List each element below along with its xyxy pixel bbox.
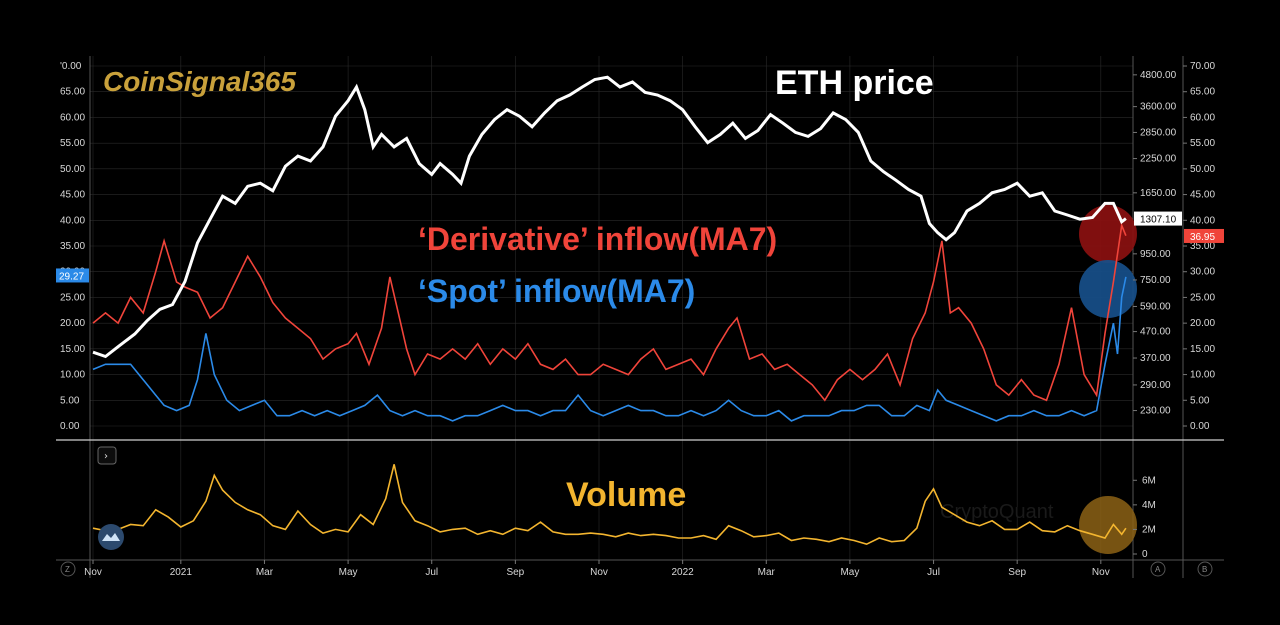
left-tick-label: 0.00 <box>60 421 80 432</box>
price-tick-label: 230.00 <box>1140 406 1171 417</box>
right-tick-label: 55.00 <box>1190 138 1215 149</box>
right-tick-label: 10.00 <box>1190 370 1215 381</box>
svg-text:B: B <box>1202 565 1207 574</box>
left-tick-label: 45.00 <box>60 190 85 201</box>
right-tick-label: 0.00 <box>1190 421 1210 432</box>
right-tick-label: 20.00 <box>1190 318 1215 329</box>
volume-line <box>92 464 1127 546</box>
right-tick-label: 40.00 <box>1190 215 1215 226</box>
price-tick-label: 2250.00 <box>1140 154 1177 165</box>
right-tick-label: 5.00 <box>1190 395 1210 406</box>
price-tick-label: 470.00 <box>1140 327 1171 338</box>
price-tick-label: 3600.00 <box>1140 102 1177 113</box>
time-tick-label: Nov <box>1092 567 1110 578</box>
right-tick-label: 30.00 <box>1190 267 1215 278</box>
svg-text:29.27: 29.27 <box>59 271 84 282</box>
left-tick-label: 10.00 <box>60 370 85 381</box>
derivative-highlight-circle <box>1079 205 1137 263</box>
right-tick-label: 25.00 <box>1190 292 1215 303</box>
volume-axis-ticks: 0 2M 4M 6M <box>1133 475 1156 560</box>
time-tick-label: 2021 <box>170 567 193 578</box>
right-tick-label: 65.00 <box>1190 87 1215 98</box>
auto-scale-button[interactable]: A <box>1150 561 1166 577</box>
volume-tick-label: 0 <box>1142 549 1148 560</box>
time-tick-label: May <box>339 567 358 578</box>
svg-text:Z: Z <box>65 565 70 574</box>
right-tick-label: 35.00 <box>1190 241 1215 252</box>
eth-price-annotation: ETH price <box>775 64 934 102</box>
time-tick-label: Jul <box>425 567 438 578</box>
price-tick-label: 590.00 <box>1140 301 1171 312</box>
time-tick-label: Jul <box>927 567 940 578</box>
time-tick-label: 2022 <box>672 567 695 578</box>
spot-inflow-line <box>92 276 1127 422</box>
price-badges: 1307.10 36.95 29.27 <box>56 211 1224 283</box>
derivative-last: 36.95 <box>1184 228 1224 243</box>
left-tick-label: 50.00 <box>60 164 85 175</box>
eth-price-line <box>92 75 1127 359</box>
log-scale-button[interactable]: B <box>1197 561 1213 577</box>
left-tick-label: 60.00 <box>60 112 85 123</box>
left-tick-label: 35.00 <box>60 241 85 252</box>
left-tick-label: 65.00 <box>60 87 85 98</box>
svg-text:36.95: 36.95 <box>1190 232 1215 243</box>
brand-logo-text: CoinSignal365 <box>103 66 296 97</box>
right-tick-label: 70.00 <box>1190 61 1215 72</box>
left-tick-label: 55.00 <box>60 138 85 149</box>
eth-last-price: 1307.10 <box>1134 211 1182 226</box>
scale-button-left[interactable]: Z <box>60 561 76 577</box>
price-tick-label: 2850.00 <box>1140 127 1177 138</box>
left-tick-label: 15.00 <box>60 344 85 355</box>
time-tick-label: Mar <box>256 567 274 578</box>
derivative-annotation: ‘Derivative’ inflow(MA7) <box>418 221 777 257</box>
time-tick-label: Nov <box>84 567 102 578</box>
spot-last: 29.27 <box>56 268 89 283</box>
spot-annotation: ‘Spot’ inflow(MA7) <box>418 273 695 309</box>
time-tick-label: Mar <box>758 567 776 578</box>
volume-annotation: Volume <box>566 476 686 514</box>
expand-pane-button[interactable]: › <box>97 446 117 465</box>
left-tick-label: 5.00 <box>60 395 80 406</box>
price-tick-label: 1650.00 <box>1140 188 1177 199</box>
time-tick-label: Sep <box>1008 567 1026 578</box>
volume-tick-label: 4M <box>1142 500 1156 511</box>
volume-highlight-circle <box>1079 496 1137 554</box>
time-tick-label: Nov <box>590 567 608 578</box>
watermark-text: CryptoQuant <box>940 501 1054 523</box>
price-tick-label: 370.00 <box>1140 353 1171 364</box>
time-axis-ticks: Nov 2021 Mar May Jul Sep Nov 2022 Mar May Jul Sep No… <box>84 560 1110 578</box>
price-tick-label: 4800.00 <box>1140 70 1177 81</box>
volume-tick-label: 6M <box>1142 475 1156 486</box>
left-tick-label: 20.00 <box>60 318 85 329</box>
right-tick-label: 60.00 <box>1190 112 1215 123</box>
right-tick-label: 45.00 <box>1190 190 1215 201</box>
time-tick-label: May <box>840 567 859 578</box>
right-axis-ticks: 0.00 5.00 10.00 15.00 20.00 25.00 30.00 35.00 40… <box>1183 61 1215 432</box>
left-tick-label: 25.00 <box>60 292 85 303</box>
chevron-right-icon: › <box>104 451 108 462</box>
price-tick-label: 750.00 <box>1140 275 1171 286</box>
derivative-inflow-line <box>92 222 1127 402</box>
right-tick-label: 50.00 <box>1190 164 1215 175</box>
gridlines <box>90 56 1133 560</box>
left-tick-label: '0.00 <box>60 61 82 72</box>
tradingview-logo-button[interactable] <box>98 524 124 550</box>
time-tick-label: Sep <box>506 567 524 578</box>
price-axis-ticks: 230.00 290.00 370.00 470.00 590.00 750.00 950.… <box>1133 70 1177 417</box>
svg-text:1307.10: 1307.10 <box>1140 215 1177 226</box>
price-tick-label: 290.00 <box>1140 380 1171 391</box>
left-tick-label: 40.00 <box>60 215 85 226</box>
volume-tick-label: 2M <box>1142 524 1156 535</box>
left-axis-ticks: 0.005.0010.0015.0020.0025.0030.0035.0040… <box>60 61 85 432</box>
cloud-icon <box>102 533 120 541</box>
svg-text:A: A <box>1155 565 1161 574</box>
price-tick-label: 950.00 <box>1140 249 1171 260</box>
right-tick-label: 15.00 <box>1190 344 1215 355</box>
spot-highlight-circle <box>1079 260 1137 318</box>
